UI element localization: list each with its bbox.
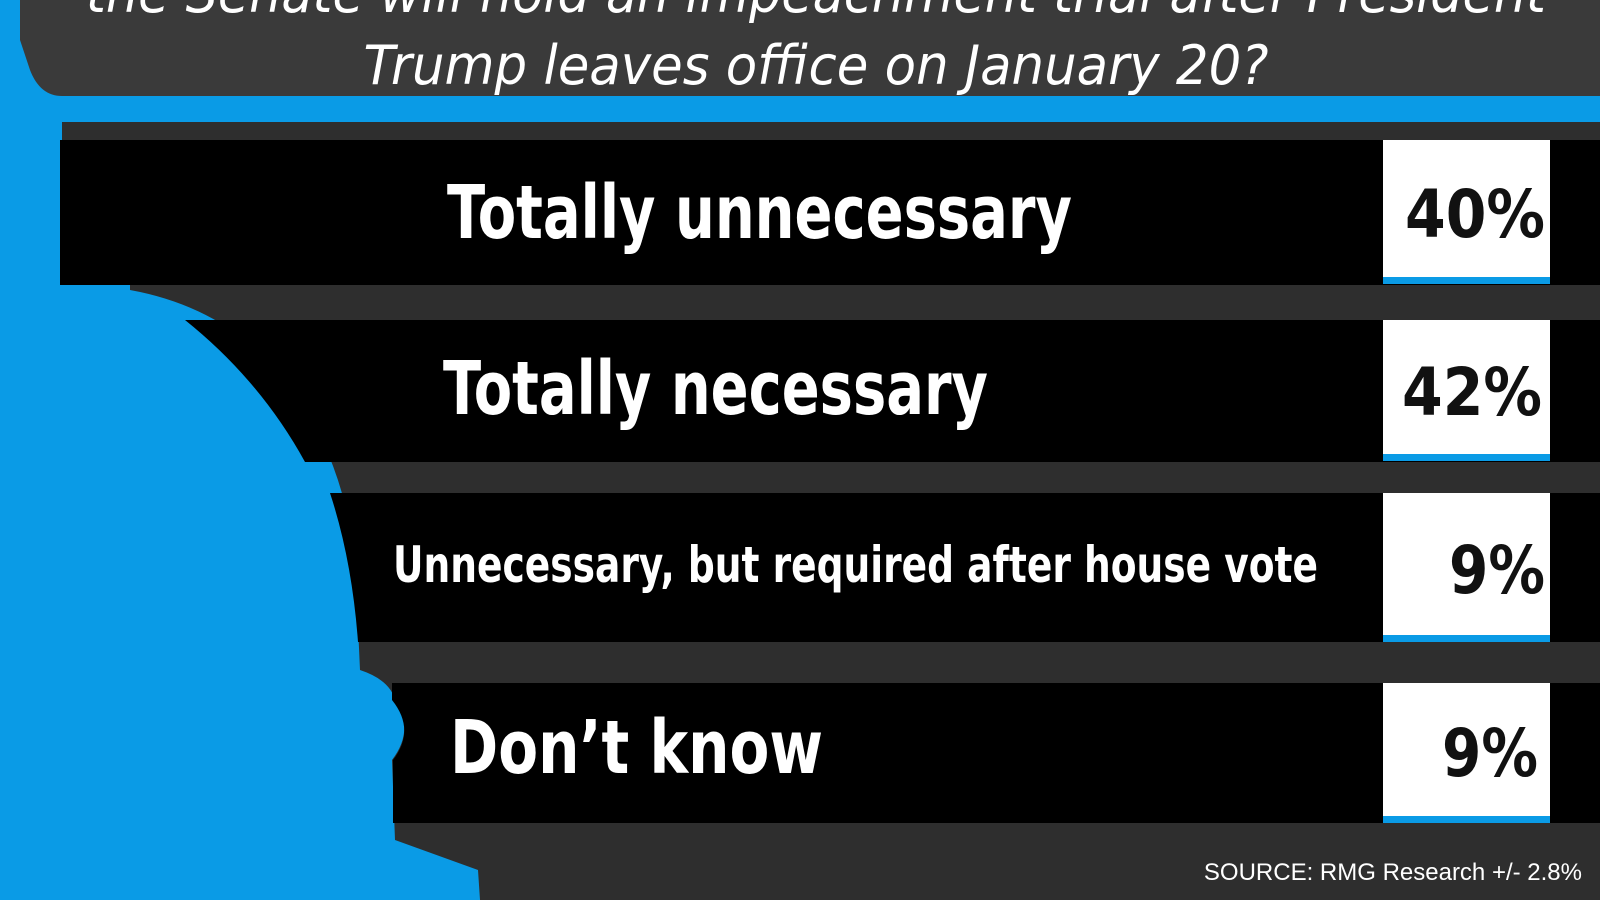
row-label: Don’t know [450,705,823,791]
row-label: Totally necessary [443,346,988,432]
row-band [392,683,1600,823]
row-value: 40% [1405,176,1545,253]
value-box-accent [1383,277,1550,284]
value-box-bg [1383,320,1550,461]
row-band [330,493,1600,642]
value-box: 9% [1383,493,1550,642]
value-box: 42% [1383,320,1550,461]
value-box-bg [1383,493,1550,642]
row-band [60,140,1600,285]
row-value: 9% [1449,532,1545,609]
question-line: the Senate will hold an impeachment tria… [86,0,1548,25]
value-box: 40% [1383,140,1550,284]
value-box-accent [1383,635,1550,642]
header-band [20,0,1600,96]
row-band [185,320,1600,462]
source: SOURCE: RMG Research +/- 2.8% [1204,859,1582,886]
value-box-accent [1383,816,1550,823]
question-line: Trump leaves office on January 20? [364,34,1269,97]
row-label: Totally unnecessary [447,170,1072,256]
row-label: Unnecessary, but required after house vo… [393,536,1318,594]
row-value: 42% [1402,354,1542,431]
value-box: 9% [1383,683,1550,823]
value-box-accent [1383,454,1550,461]
value-box-bg [1383,140,1550,284]
value-box-bg [1383,683,1550,823]
row-value: 9% [1442,715,1538,792]
